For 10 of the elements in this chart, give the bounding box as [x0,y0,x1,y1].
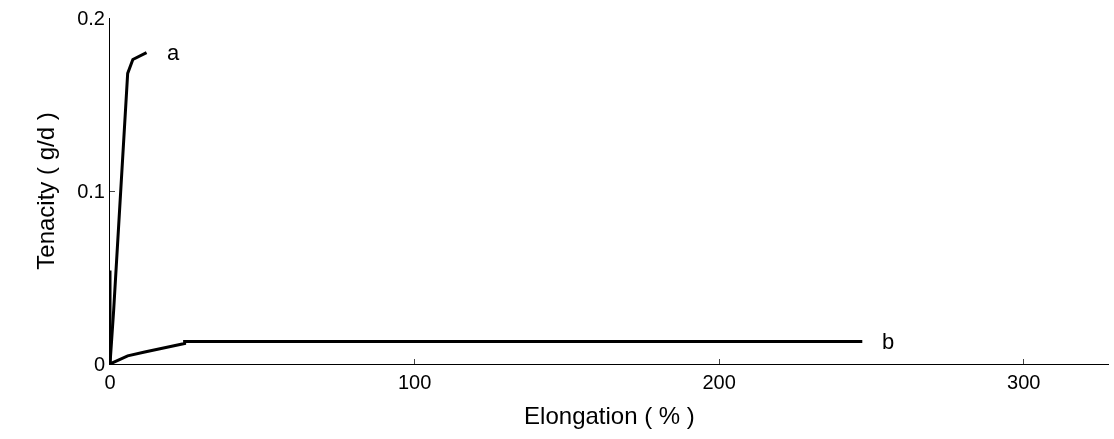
x-tick-label: 300 [1007,371,1041,393]
x-tick-label: 200 [702,371,736,393]
series-label: b [882,329,895,354]
x-tick-label: 100 [397,371,432,393]
y-tick-label: 0 [93,353,105,375]
y-tick-label: 0.1 [77,180,105,202]
y-axis-title: Tenacity ( g/d ) [32,112,60,270]
x-axis-title: Elongation ( % ) [524,402,695,430]
y-tick-label: 0.2 [77,7,105,29]
series-label: a [167,40,180,65]
